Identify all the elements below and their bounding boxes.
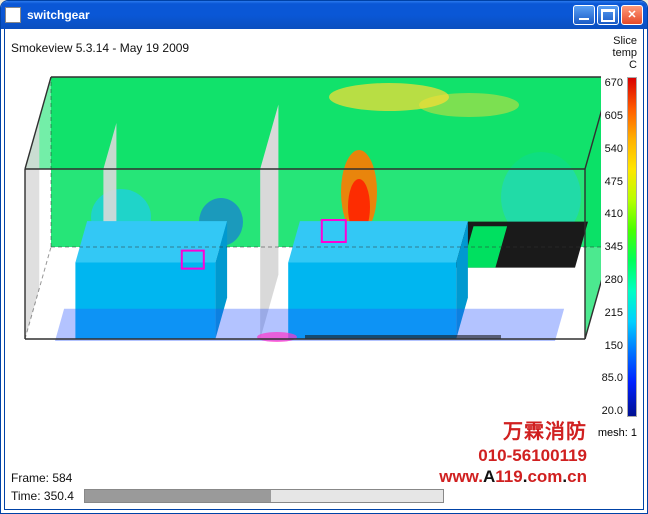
colorbar-tick: 605 [602,110,623,122]
watermark-line2: 010-56100119 [439,445,587,466]
minimize-button[interactable] [573,5,595,25]
colorbar-tick: 150 [602,340,623,352]
watermark-frag: 119 [495,467,522,486]
frame-label: Frame: 584 [11,471,72,485]
footer: Frame: 584 Time: 350.4 [11,469,444,505]
colorbar-body: 670 605 540 475 410 345 280 215 150 85.0 20.0 [595,77,637,417]
colorbar-tick: 20.0 [602,405,623,417]
client-area: Smokeview 5.3.14 - May 19 2009 Slice tem… [4,29,644,510]
watermark-line1: 万霖消防 [439,420,587,445]
titlebar[interactable]: switchgear [1,1,647,29]
window-buttons [573,5,643,25]
simulation-viewport[interactable] [11,69,601,459]
close-button[interactable] [621,5,643,25]
colorbar-title-line2: temp [595,47,637,59]
colorbar-tick: 475 [602,176,623,188]
time-progress[interactable] [84,489,444,503]
watermark-frag: www. [439,467,483,486]
colorbar-tick: 280 [602,274,623,286]
watermark-frag: cn [567,467,587,486]
colorbar-tick: 540 [602,143,623,155]
simulation-svg [11,69,601,459]
window-title: switchgear [27,8,573,22]
colorbar-tick: 410 [602,208,623,220]
colorbar-tick: 345 [602,241,623,253]
watermark-line3: www.A119.com.cn [439,466,587,487]
time-progress-fill [85,490,271,502]
watermark: 万霖消防 010-56100119 www.A119.com.cn [439,420,587,488]
maximize-button[interactable] [597,5,619,25]
app-icon [5,7,21,23]
colorbar-tick: 85.0 [602,372,623,384]
watermark-frag: com [527,467,562,486]
watermark-frag: A [483,467,495,486]
colorbar-tick: 670 [602,77,623,89]
colorbar-labels: 670 605 540 475 410 345 280 215 150 85.0 20.0 [602,77,623,417]
time-label: Time: 350.4 [11,489,74,503]
colorbar-title-line1: Slice [595,35,637,47]
mesh-label: mesh: 1 [598,427,637,439]
colorbar-title: Slice temp C [595,35,637,71]
header-text: Smokeview 5.3.14 - May 19 2009 [11,41,189,55]
colorbar-tick: 215 [602,307,623,319]
app-window: switchgear Smokeview 5.3.14 - May 19 200… [0,0,648,514]
colorbar-title-line3: C [595,59,637,71]
colorbar-gradient [627,77,637,417]
colorbar: Slice temp C 670 605 540 475 410 345 280 215 150… [595,35,637,417]
